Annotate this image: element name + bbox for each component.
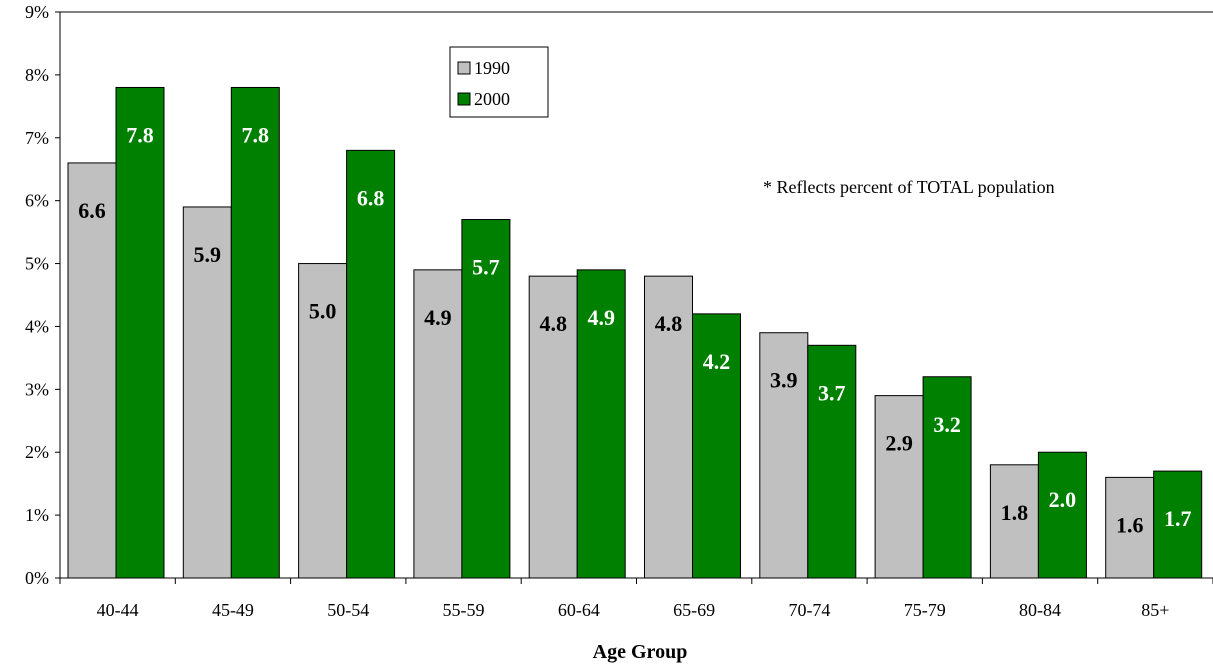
y-tick-label: 9% <box>25 2 49 22</box>
y-tick-label: 0% <box>25 568 49 588</box>
data-label-1990: 4.8 <box>655 311 683 336</box>
x-tick-label: 85+ <box>1141 600 1169 620</box>
legend-swatch-1990 <box>457 61 471 75</box>
data-label-2000: 3.7 <box>818 380 846 405</box>
data-label-1990: 5.9 <box>194 242 222 267</box>
legend: 1990 2000 <box>449 46 549 118</box>
bar-1990 <box>1105 476 1155 579</box>
x-tick-label: 55-59 <box>443 600 485 620</box>
y-tick-label: 3% <box>25 379 49 399</box>
data-label-1990: 5.0 <box>309 299 337 324</box>
y-tick-label: 8% <box>25 65 49 85</box>
bar-1990 <box>989 464 1039 579</box>
bar-2000 <box>346 149 396 579</box>
data-label-2000: 4.2 <box>703 349 731 374</box>
y-axis: 0% 1% 2% 3% 4% 5% 6% 7% 8% 9% <box>25 2 1213 588</box>
chart-annotation: * Reflects percent of TOTAL population <box>763 177 1055 197</box>
x-tick-label: 65-69 <box>673 600 715 620</box>
bar-1990 <box>182 206 232 579</box>
x-tick-label: 50-54 <box>327 600 369 620</box>
data-label-2000: 3.2 <box>933 412 961 437</box>
data-label-2000: 7.8 <box>242 122 270 147</box>
data-label-1990: 3.9 <box>770 368 798 393</box>
x-tick-label: 70-74 <box>788 600 830 620</box>
bar-2000 <box>1037 451 1087 579</box>
y-tick-label: 4% <box>25 316 49 336</box>
bar-2000 <box>576 269 626 579</box>
data-label-1990: 2.9 <box>885 431 913 456</box>
bar-2000 <box>1153 470 1203 579</box>
bar-1990 <box>759 332 809 579</box>
bar-2000 <box>461 219 511 579</box>
bar-1990 <box>874 395 924 579</box>
bars: 6.6 7.8 5.9 7.8 5.0 6.8 4.9 5.7 4.8 4.9 4.8 4.2 3.9 3… <box>67 86 1203 579</box>
x-tick-label: 75-79 <box>904 600 946 620</box>
data-label-2000: 2.0 <box>1049 487 1077 512</box>
x-tick-label: 45-49 <box>212 600 254 620</box>
y-tick-label: 6% <box>25 191 49 211</box>
bar-2000 <box>807 344 857 579</box>
data-label-2000: 5.7 <box>472 255 500 280</box>
data-label-1990: 6.6 <box>78 198 106 223</box>
x-tick-label: 40-44 <box>97 600 139 620</box>
y-tick-label: 5% <box>25 254 49 274</box>
legend-label-1990: 1990 <box>474 58 510 78</box>
bar-2000 <box>115 86 165 579</box>
y-tick-label: 7% <box>25 128 49 148</box>
x-axis-title: Age Group <box>593 641 688 663</box>
y-tick-label: 1% <box>25 505 49 525</box>
bar-2000 <box>692 313 741 579</box>
legend-label-2000: 2000 <box>474 89 510 109</box>
x-tick-label: 60-64 <box>558 600 600 620</box>
data-label-2000: 7.8 <box>126 122 154 147</box>
x-axis: 40-44 45-49 50-54 55-59 60-64 65-69 70-74 75-79… <box>59 577 1213 620</box>
bar-1990 <box>644 275 693 579</box>
data-label-2000: 6.8 <box>357 185 385 210</box>
legend-swatch-2000 <box>457 92 471 106</box>
y-tick-label: 2% <box>25 442 49 462</box>
data-label-2000: 4.9 <box>587 305 615 330</box>
bar-2000 <box>922 376 972 579</box>
data-label-1990: 4.8 <box>539 311 567 336</box>
data-label-2000: 1.7 <box>1164 506 1192 531</box>
bar-2000 <box>230 86 280 579</box>
data-label-1990: 4.9 <box>424 305 452 330</box>
x-tick-label: 80-84 <box>1019 600 1061 620</box>
bar-1990 <box>67 162 117 579</box>
data-label-1990: 1.6 <box>1116 512 1144 537</box>
data-label-1990: 1.8 <box>1001 500 1029 525</box>
